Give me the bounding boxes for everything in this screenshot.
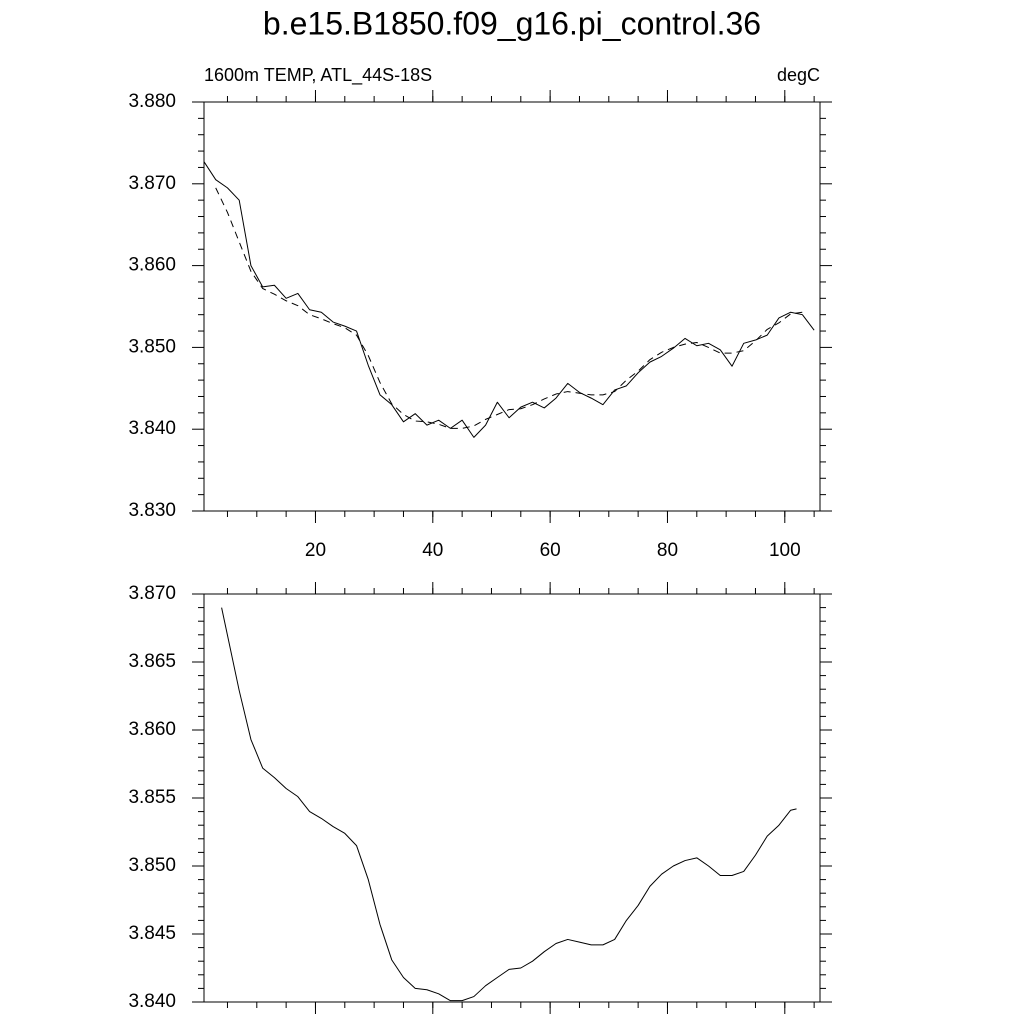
y-tick-label: 3.865 — [128, 651, 176, 672]
y-tick-label: 3.870 — [128, 583, 176, 604]
y-tick-label: 3.845 — [128, 923, 176, 944]
plot-frame — [203, 593, 821, 1003]
data-line — [203, 161, 815, 438]
x-tick-label: 80 — [657, 540, 678, 561]
chart-subtitle: 1600m TEMP, ATL_44S-18S — [204, 65, 432, 86]
y-tick-label: 3.840 — [128, 418, 176, 439]
x-tick-label: 20 — [305, 540, 326, 561]
data-line — [221, 607, 797, 1002]
x-tick-label: 60 — [540, 540, 561, 561]
data-line — [215, 187, 803, 429]
y-tick-label: 3.850 — [128, 855, 176, 876]
y-tick-label: 3.830 — [128, 500, 176, 521]
chart-title: b.e15.B1850.f09_g16.pi_control.36 — [263, 5, 761, 41]
y-tick-label: 3.870 — [128, 173, 176, 194]
y-tick-label: 3.860 — [128, 255, 176, 276]
y-tick-label: 3.840 — [128, 991, 176, 1012]
y-tick-label: 3.860 — [128, 719, 176, 740]
y-tick-label: 3.850 — [128, 336, 176, 357]
units-label: degC — [777, 65, 820, 85]
x-tick-label: 100 — [769, 540, 801, 561]
y-tick-label: 3.880 — [128, 91, 176, 112]
x-tick-label: 40 — [422, 540, 443, 561]
plot-frame — [203, 101, 821, 512]
y-tick-label: 3.855 — [128, 787, 176, 808]
